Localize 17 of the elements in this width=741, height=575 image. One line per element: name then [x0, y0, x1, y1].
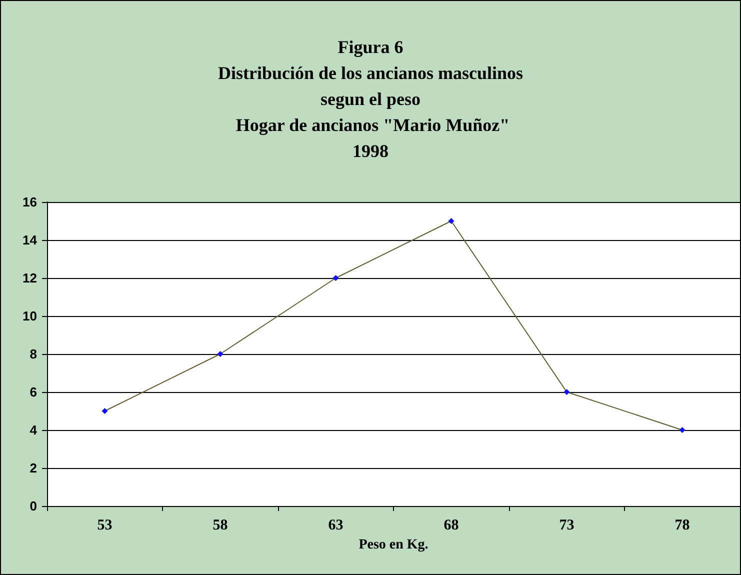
y-tick-label: 16: [22, 194, 37, 210]
y-tick-label: 8: [30, 346, 37, 362]
x-tick-label: 78: [674, 518, 690, 534]
x-tick-label: 73: [559, 518, 574, 534]
y-tick-label: 6: [30, 384, 37, 400]
x-tick-label: 63: [328, 518, 344, 534]
y-tick-label: 14: [22, 232, 38, 248]
y-tick-label: 0: [30, 498, 37, 514]
y-tick-label: 4: [30, 422, 38, 438]
y-tick-label: 2: [30, 460, 37, 476]
y-tick-label: 12: [22, 270, 37, 286]
x-tick-label: 58: [212, 518, 228, 534]
x-tick-label: 53: [97, 518, 112, 534]
x-axis-title: Peso en Kg.: [358, 537, 428, 552]
y-tick-label: 10: [22, 308, 37, 324]
chart-title: Figura 6 Distribución de los ancianos masculinos segun el peso Hogar de ancianos "Mario Muñoz" 1998: [218, 37, 524, 161]
x-tick-label: 68: [444, 518, 459, 534]
